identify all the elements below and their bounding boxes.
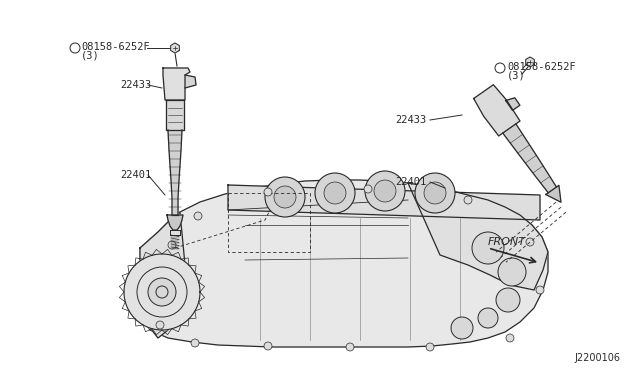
Polygon shape <box>408 183 548 290</box>
Text: 22401: 22401 <box>395 177 426 187</box>
Polygon shape <box>506 98 520 110</box>
Text: J2200106: J2200106 <box>574 353 620 363</box>
Circle shape <box>496 288 520 312</box>
Circle shape <box>426 343 434 351</box>
Text: 08158-6252F: 08158-6252F <box>81 42 150 52</box>
Circle shape <box>191 339 199 347</box>
Circle shape <box>265 177 305 217</box>
Text: 22401: 22401 <box>120 170 151 180</box>
Circle shape <box>451 317 473 339</box>
Text: FRONT: FRONT <box>488 237 526 247</box>
Circle shape <box>264 188 272 196</box>
Polygon shape <box>140 180 548 347</box>
Circle shape <box>478 308 498 328</box>
Polygon shape <box>503 124 556 193</box>
Polygon shape <box>228 185 540 220</box>
Circle shape <box>346 343 354 351</box>
Circle shape <box>415 173 455 213</box>
Circle shape <box>168 241 176 249</box>
Polygon shape <box>546 185 561 202</box>
Circle shape <box>156 321 164 329</box>
Circle shape <box>194 212 202 220</box>
Circle shape <box>464 196 472 204</box>
Polygon shape <box>140 212 185 338</box>
Polygon shape <box>163 68 190 100</box>
Text: (3): (3) <box>507 71 525 81</box>
Polygon shape <box>166 100 184 130</box>
Circle shape <box>536 286 544 294</box>
Circle shape <box>156 286 168 298</box>
Polygon shape <box>167 215 183 230</box>
Polygon shape <box>168 130 182 215</box>
Circle shape <box>148 278 176 306</box>
Circle shape <box>498 258 526 286</box>
Circle shape <box>424 182 446 204</box>
Circle shape <box>526 238 534 246</box>
Circle shape <box>374 180 396 202</box>
Text: (3): (3) <box>81 51 100 61</box>
Circle shape <box>364 185 372 193</box>
Circle shape <box>365 171 405 211</box>
Text: 22433: 22433 <box>120 80 151 90</box>
Circle shape <box>315 173 355 213</box>
Circle shape <box>324 182 346 204</box>
Circle shape <box>274 186 296 208</box>
Text: 22433: 22433 <box>395 115 426 125</box>
Polygon shape <box>185 75 196 88</box>
Polygon shape <box>474 85 520 136</box>
Polygon shape <box>525 57 534 67</box>
Circle shape <box>472 232 504 264</box>
Circle shape <box>264 342 272 350</box>
Polygon shape <box>124 254 200 330</box>
Text: 08158-6252F: 08158-6252F <box>507 62 576 72</box>
Polygon shape <box>171 43 179 53</box>
Circle shape <box>506 334 514 342</box>
